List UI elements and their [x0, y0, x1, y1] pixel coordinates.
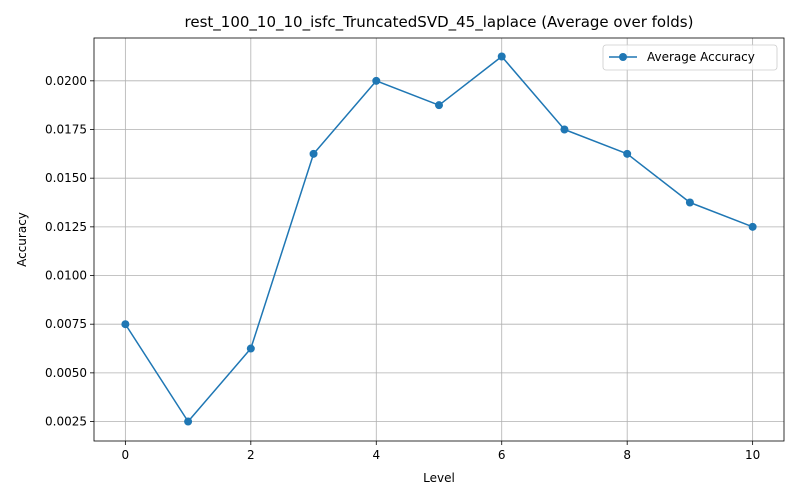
y-tick-label: 0.0200 — [45, 74, 87, 88]
legend-marker-swatch — [619, 53, 627, 61]
data-point — [184, 417, 193, 426]
data-point — [121, 320, 130, 329]
y-tick-label: 0.0175 — [45, 123, 87, 137]
y-tick-label: 0.0050 — [45, 366, 87, 380]
legend-label: Average Accuracy — [647, 50, 755, 64]
x-tick-label: 10 — [745, 448, 760, 462]
x-axis-label: Level — [423, 471, 455, 485]
data-point — [372, 76, 381, 85]
legend: Average Accuracy — [602, 44, 778, 71]
data-point — [685, 198, 694, 207]
x-tick-label: 4 — [372, 448, 380, 462]
x-tick-label: 2 — [247, 448, 255, 462]
y-axis-label: Accuracy — [15, 212, 29, 267]
data-point — [309, 149, 318, 158]
data-point — [497, 52, 506, 61]
axis-ticks: 0 2 4 6 8 10 0.0025 0.0050 0.0075 0.0100 0.0125 0.0… — [45, 74, 760, 462]
plot-frame — [93, 37, 785, 442]
chart-title: rest_100_10_10_isfc_TruncatedSVD_45_lapl… — [185, 13, 694, 32]
y-tick-label: 0.0100 — [45, 269, 87, 283]
grid-lines — [94, 38, 784, 441]
y-tick-label: 0.0025 — [45, 415, 87, 429]
data-point — [246, 344, 255, 353]
y-tick-label: 0.0075 — [45, 317, 87, 331]
plot-series — [121, 52, 757, 426]
x-tick-label: 6 — [498, 448, 506, 462]
y-tick-label: 0.0125 — [45, 220, 87, 234]
y-tick-label: 0.0150 — [45, 171, 87, 185]
x-tick-label: 8 — [623, 448, 631, 462]
x-tick-label: 0 — [122, 448, 130, 462]
data-point — [623, 149, 632, 158]
data-point — [435, 101, 443, 110]
data-point — [748, 222, 757, 231]
legend-box — [602, 44, 778, 71]
data-point — [560, 125, 569, 134]
